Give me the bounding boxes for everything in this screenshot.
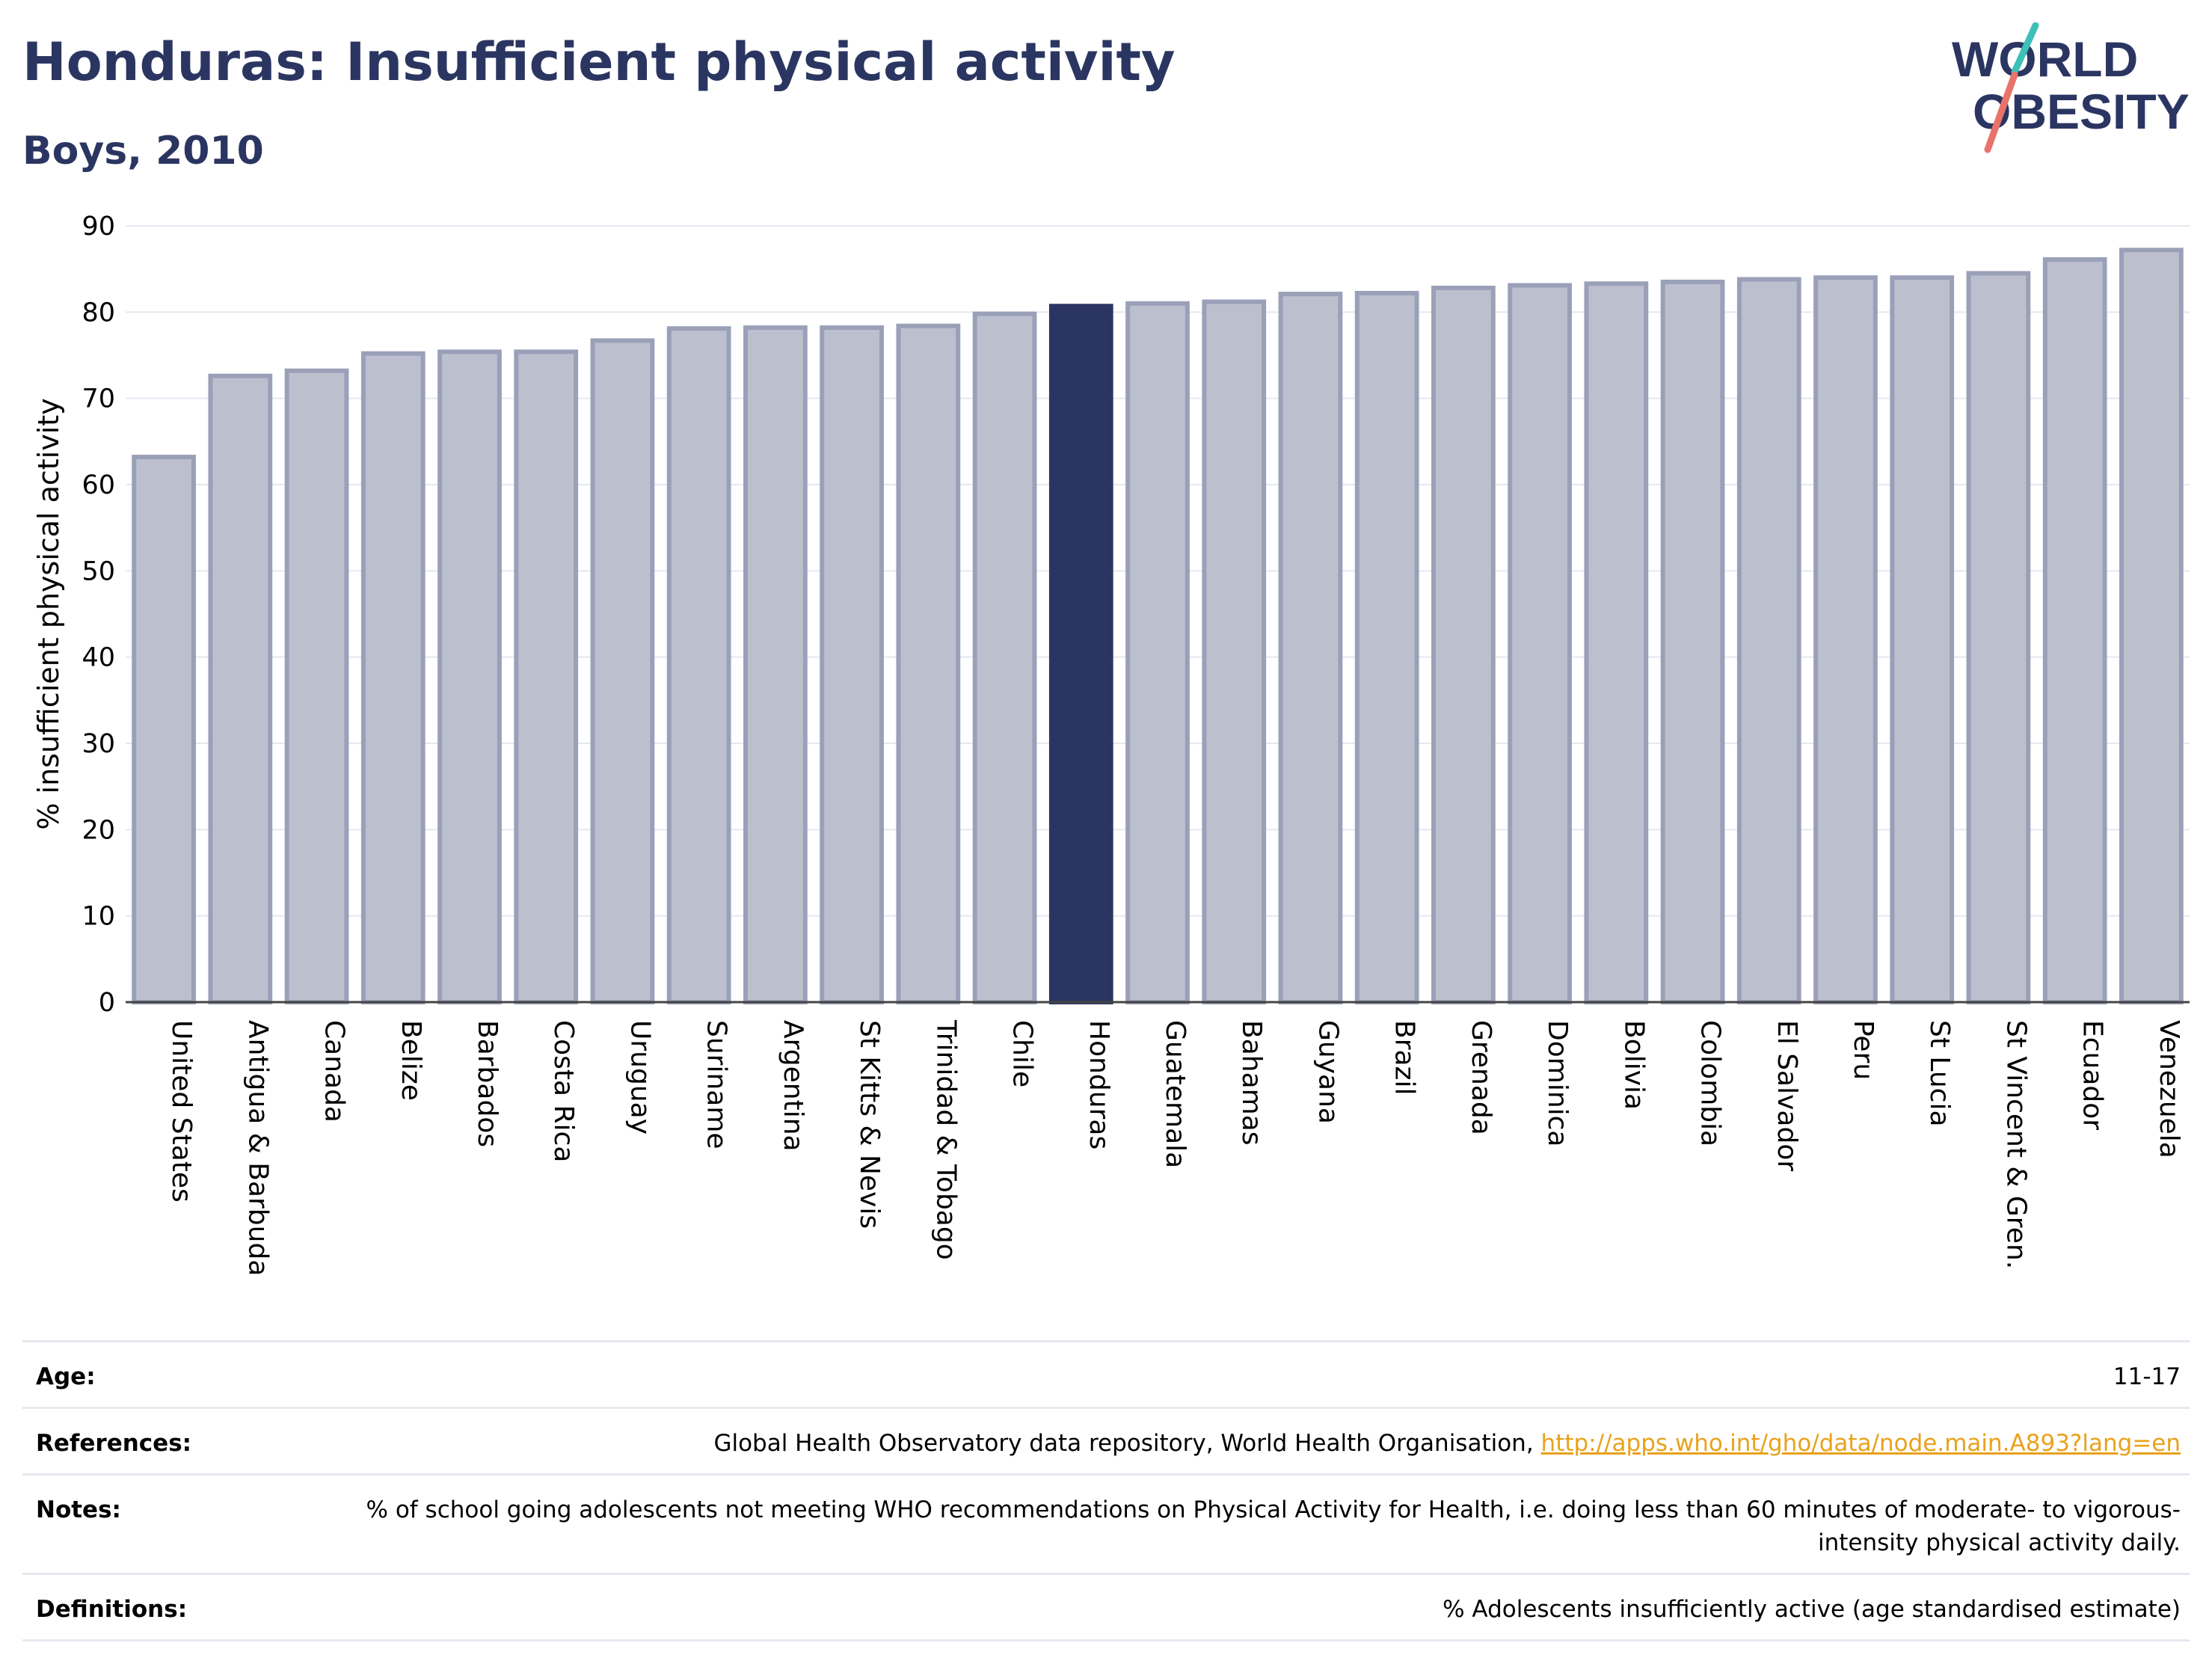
bar [1660, 279, 1725, 1004]
meta-references-label: References: [36, 1430, 192, 1457]
meta-row-definitions: Definitions: % Adolescents insufficientl… [22, 1573, 2190, 1642]
x-tick-label: Guatemala [1160, 1020, 1191, 1168]
references-text: Global Health Observatory data repositor… [713, 1430, 1534, 1457]
bar [896, 323, 961, 1004]
meta-definitions-value: % Adolescents insufficiently active (age… [1443, 1596, 2181, 1623]
x-tick-label: Canada [319, 1020, 350, 1123]
y-axis-label: % insufficient physical activity [32, 398, 65, 829]
bar [208, 373, 273, 1004]
x-tick-label: St Lucia [1924, 1020, 1955, 1127]
x-tick-label: Bahamas [1236, 1020, 1267, 1146]
bar [1278, 292, 1343, 1004]
bar [2042, 257, 2107, 1005]
x-tick-label: Colombia [1695, 1020, 1726, 1146]
bar [1431, 286, 1496, 1005]
x-tick-label: Uruguay [624, 1020, 655, 1134]
bar [820, 325, 884, 1004]
x-tick-label: Belize [396, 1020, 426, 1101]
bar [1354, 290, 1419, 1004]
logo-slash-coral [1984, 71, 2018, 153]
meta-notes-value: % of school going adolescents not meetin… [366, 1496, 2181, 1556]
bar [514, 349, 579, 1004]
x-tick-label: Guyana [1312, 1020, 1343, 1124]
y-tick-label: 10 [82, 902, 115, 932]
meta-row-references: References: Global Health Observatory da… [22, 1407, 2190, 1473]
bar [437, 349, 502, 1004]
y-tick-label: 20 [82, 815, 115, 845]
x-tick-label: Antigua & Barbuda [242, 1020, 273, 1276]
meta-definitions-label: Definitions: [36, 1596, 188, 1623]
bar [360, 351, 425, 1004]
x-tick-label: Grenada [1466, 1020, 1496, 1135]
x-tick-label: Dominica [1542, 1020, 1573, 1147]
x-tick-label: Ecuador [2077, 1020, 2108, 1130]
x-tick-label: Chile [1007, 1020, 1038, 1087]
y-tick-label: 30 [82, 729, 115, 759]
x-tick-label: St Vincent & Gren. [2000, 1020, 2031, 1269]
x-tick-label: Peru [1848, 1020, 1878, 1080]
meta-notes-label: Notes: [36, 1496, 121, 1523]
logo-slash-teal [2011, 22, 2039, 76]
x-tick-label: Barbados [472, 1020, 503, 1147]
x-tick-label: Honduras [1084, 1020, 1114, 1149]
y-tick-label: 40 [82, 643, 115, 673]
bar [1736, 277, 1801, 1004]
metadata-table: Age: 11-17 References: Global Health Obs… [22, 1340, 2190, 1642]
bar-chart: 0 10 20 30 40 50 60 70 80 90 % insufficient physic… [32, 212, 2190, 1276]
x-tick-label: St Kitts & Nevis [854, 1020, 885, 1229]
x-tick-label: United States [166, 1020, 197, 1203]
bar [1966, 271, 2031, 1004]
x-tick-label: Venezuela [2154, 1020, 2184, 1158]
y-tick-label: 50 [82, 556, 115, 586]
bar [743, 325, 808, 1004]
logo-text-world: WORLD [1952, 31, 2138, 87]
x-tick-label: Brazil [1389, 1020, 1420, 1095]
bar [972, 311, 1037, 1004]
x-tick-label: El Salvador [1772, 1020, 1802, 1171]
bar [666, 326, 731, 1005]
bar [590, 338, 655, 1005]
bar [1125, 301, 1190, 1004]
page-subtitle: Boys, 2010 [22, 129, 264, 174]
y-tick-label: 90 [82, 212, 115, 242]
bar [132, 455, 196, 1004]
bar [1202, 299, 1267, 1004]
x-tick-label: Argentina [778, 1020, 808, 1152]
bar [284, 368, 349, 1004]
bar [2119, 248, 2184, 1004]
bar [1813, 275, 1878, 1004]
world-obesity-logo: WORLD OBESITY [1952, 22, 2190, 153]
y-tick-label: 60 [82, 470, 115, 500]
x-tick-label: Bolivia [1618, 1020, 1649, 1110]
bar [1584, 281, 1649, 1005]
meta-row-age: Age: 11-17 [22, 1340, 2190, 1407]
y-tick-label: 0 [99, 988, 115, 1018]
bar [1048, 304, 1113, 1004]
x-tick-label: Suriname [701, 1020, 732, 1149]
references-link[interactable]: http://apps.who.int/gho/data/node.main.A… [1540, 1430, 2181, 1457]
meta-age-label: Age: [36, 1363, 96, 1390]
meta-references-value: Global Health Observatory data repositor… [713, 1427, 2181, 1460]
x-tick-label: Trinidad & Tobago [930, 1019, 961, 1260]
bar [1508, 283, 1572, 1004]
y-tick-label: 80 [82, 298, 115, 328]
meta-age-value: 11-17 [2113, 1363, 2181, 1390]
y-tick-label: 70 [82, 384, 115, 414]
x-tick-label: Costa Rica [548, 1020, 579, 1162]
page-title: Honduras: Insufficient physical activity [22, 31, 1176, 93]
bar [1890, 275, 1955, 1004]
meta-row-notes: Notes: % of school going adolescents not… [22, 1473, 2190, 1573]
